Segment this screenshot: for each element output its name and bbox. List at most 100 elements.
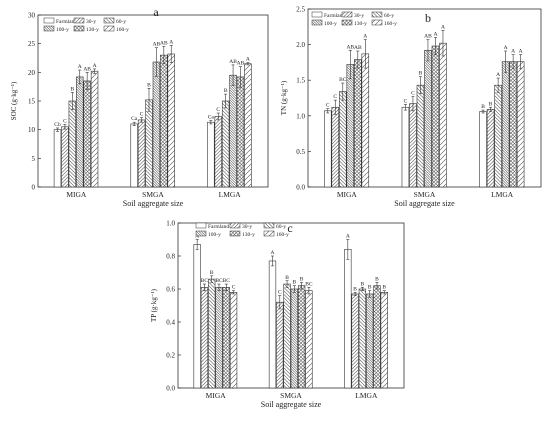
significance-letter: AB xyxy=(83,66,91,72)
significance-letter: B xyxy=(285,275,289,281)
significance-letter: A xyxy=(504,45,508,51)
legend-label: 60-y xyxy=(276,224,286,230)
legend-swatch xyxy=(195,222,207,229)
legend-label: 100-y xyxy=(324,21,337,27)
y-tick-label: 0.4 xyxy=(166,319,175,327)
y-axis-label: TP (g·kg⁻¹) xyxy=(150,288,158,322)
significance-letter: C xyxy=(411,91,415,97)
legend-label: 160-y xyxy=(276,232,289,238)
legend-label: 30-y xyxy=(354,13,364,19)
significance-letter: B xyxy=(353,286,357,292)
legend-label: 130-y xyxy=(86,27,99,33)
bar xyxy=(346,64,355,188)
bar xyxy=(486,109,495,188)
bar xyxy=(276,301,284,389)
legend-label: 100-y xyxy=(56,27,69,33)
y-tick-label: 1.0 xyxy=(166,220,175,228)
legend-label: 130-y xyxy=(242,232,255,238)
bar xyxy=(68,100,77,188)
x-tick-label: LMGA xyxy=(219,190,242,199)
bar xyxy=(208,278,216,389)
significance-letter: B xyxy=(419,71,423,77)
significance-letter: C xyxy=(326,103,330,109)
x-tick-label: LMGA xyxy=(355,391,378,400)
legend: Farmland 30-y 60-y 100-y 130-y 160-y xyxy=(311,11,397,27)
legend-swatch xyxy=(103,25,115,32)
bar xyxy=(137,119,146,188)
legend-label: 60-y xyxy=(384,13,394,19)
bar xyxy=(152,61,161,188)
legend: Farmland 30-y 60-y 100-y 130-y 160-y xyxy=(43,17,129,33)
significance-letter: A xyxy=(271,250,275,256)
bar xyxy=(268,260,277,389)
x-tick-label: SMGA xyxy=(142,190,164,199)
significance-letter: Ca xyxy=(131,116,138,122)
bar xyxy=(439,42,447,188)
legend-label: 100-y xyxy=(208,232,221,238)
significance-letter: A xyxy=(519,49,523,55)
y-tick-label: 0.2 xyxy=(166,352,175,360)
panel-label: c xyxy=(287,221,292,235)
legend-swatch xyxy=(311,19,323,26)
significance-letter: AB xyxy=(237,61,245,67)
bar xyxy=(222,287,230,389)
significance-letter: BC xyxy=(201,278,209,284)
legend-label: 30-y xyxy=(242,224,252,230)
bar xyxy=(236,76,245,188)
significance-letter: C xyxy=(404,98,408,104)
significance-letter: AB xyxy=(424,34,432,40)
bar xyxy=(494,84,502,188)
bar xyxy=(61,126,69,188)
legend-swatch xyxy=(73,25,85,32)
significance-letter: BC xyxy=(223,278,231,284)
bar xyxy=(145,99,153,188)
bar xyxy=(290,288,298,389)
legend-swatch xyxy=(341,11,353,18)
legend-swatch xyxy=(229,230,241,237)
significance-letter: A xyxy=(496,72,500,78)
legend-swatch xyxy=(73,17,85,24)
y-tick-label: 0.5 xyxy=(296,148,305,156)
significance-letter: BC xyxy=(305,281,313,287)
bar xyxy=(229,291,238,389)
significance-letter: B xyxy=(70,86,74,92)
bar xyxy=(167,53,175,188)
significance-letter: Cb xyxy=(54,122,61,128)
y-axis-label: TN (g·kg⁻¹) xyxy=(280,80,288,115)
x-tick-label: MIGA xyxy=(337,190,358,199)
y-tick-label: 0.6 xyxy=(166,286,175,294)
bar xyxy=(516,61,525,188)
y-tick-label: 30 xyxy=(28,12,36,20)
significance-letter: A xyxy=(78,64,82,70)
y-tick-label: 0.8 xyxy=(166,253,175,261)
significance-letter: BC xyxy=(339,77,347,83)
chart-panel-c: 0.0 0.2 0.4 0.6 0.8 1.0 TP (g·kg⁻¹) Soil aggreg… xyxy=(150,220,405,409)
bar xyxy=(331,106,340,188)
bar xyxy=(361,53,370,188)
y-tick-label: 20 xyxy=(28,69,36,77)
bar xyxy=(501,61,510,188)
significance-letter: B xyxy=(375,276,379,282)
x-tick-label: LMGA xyxy=(491,190,514,199)
bar xyxy=(283,283,291,389)
significance-letter: A xyxy=(441,24,445,30)
significance-letter: C xyxy=(278,290,282,296)
significance-letter: B xyxy=(481,104,485,110)
y-tick-label: 0.0 xyxy=(166,385,175,393)
significance-letter: A xyxy=(169,39,173,45)
legend-swatch xyxy=(103,17,115,24)
y-tick-label: 2.5 xyxy=(296,6,305,14)
x-tick-label: SMGA xyxy=(280,391,302,400)
x-tick-label: SMGA xyxy=(414,190,436,199)
legend: Farmland 30-y 60-y 100-y 130-y 160-y xyxy=(195,222,289,238)
significance-letter: B xyxy=(489,101,493,107)
significance-letter: B xyxy=(300,276,304,282)
bar xyxy=(193,244,201,389)
legend-label: Farmland xyxy=(56,19,77,25)
bar xyxy=(354,59,362,188)
bar xyxy=(358,288,367,389)
bar xyxy=(324,110,332,188)
legend-swatch xyxy=(371,19,383,26)
legend-swatch xyxy=(311,11,323,18)
legend-swatch xyxy=(229,222,241,229)
